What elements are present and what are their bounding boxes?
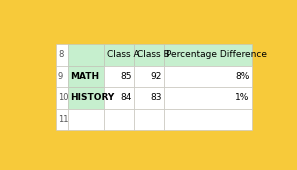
FancyBboxPatch shape: [134, 66, 164, 87]
FancyBboxPatch shape: [67, 109, 104, 130]
FancyBboxPatch shape: [67, 87, 104, 109]
Text: 85: 85: [121, 72, 132, 81]
Text: Class B: Class B: [137, 50, 169, 59]
Text: 1%: 1%: [235, 94, 249, 103]
FancyBboxPatch shape: [134, 87, 164, 109]
FancyBboxPatch shape: [104, 87, 134, 109]
Text: 10: 10: [58, 94, 68, 103]
FancyBboxPatch shape: [56, 87, 67, 109]
FancyBboxPatch shape: [67, 66, 104, 87]
Text: 8: 8: [58, 50, 63, 59]
Text: 84: 84: [121, 94, 132, 103]
FancyBboxPatch shape: [56, 109, 67, 130]
FancyBboxPatch shape: [56, 44, 67, 66]
FancyBboxPatch shape: [104, 66, 134, 87]
FancyBboxPatch shape: [164, 109, 252, 130]
Text: 8%: 8%: [235, 72, 249, 81]
Text: HISTORY: HISTORY: [70, 94, 114, 103]
FancyBboxPatch shape: [104, 44, 134, 66]
Text: 9: 9: [58, 72, 63, 81]
Text: 83: 83: [150, 94, 162, 103]
FancyBboxPatch shape: [134, 109, 164, 130]
FancyBboxPatch shape: [134, 44, 164, 66]
FancyBboxPatch shape: [104, 109, 134, 130]
FancyBboxPatch shape: [56, 66, 67, 87]
Text: Percentage Difference: Percentage Difference: [167, 50, 268, 59]
Text: 92: 92: [151, 72, 162, 81]
FancyBboxPatch shape: [164, 66, 252, 87]
Text: MATH: MATH: [70, 72, 99, 81]
Text: 11: 11: [58, 115, 68, 124]
FancyBboxPatch shape: [67, 44, 104, 66]
Text: Class A: Class A: [107, 50, 139, 59]
FancyBboxPatch shape: [164, 87, 252, 109]
FancyBboxPatch shape: [164, 44, 252, 66]
